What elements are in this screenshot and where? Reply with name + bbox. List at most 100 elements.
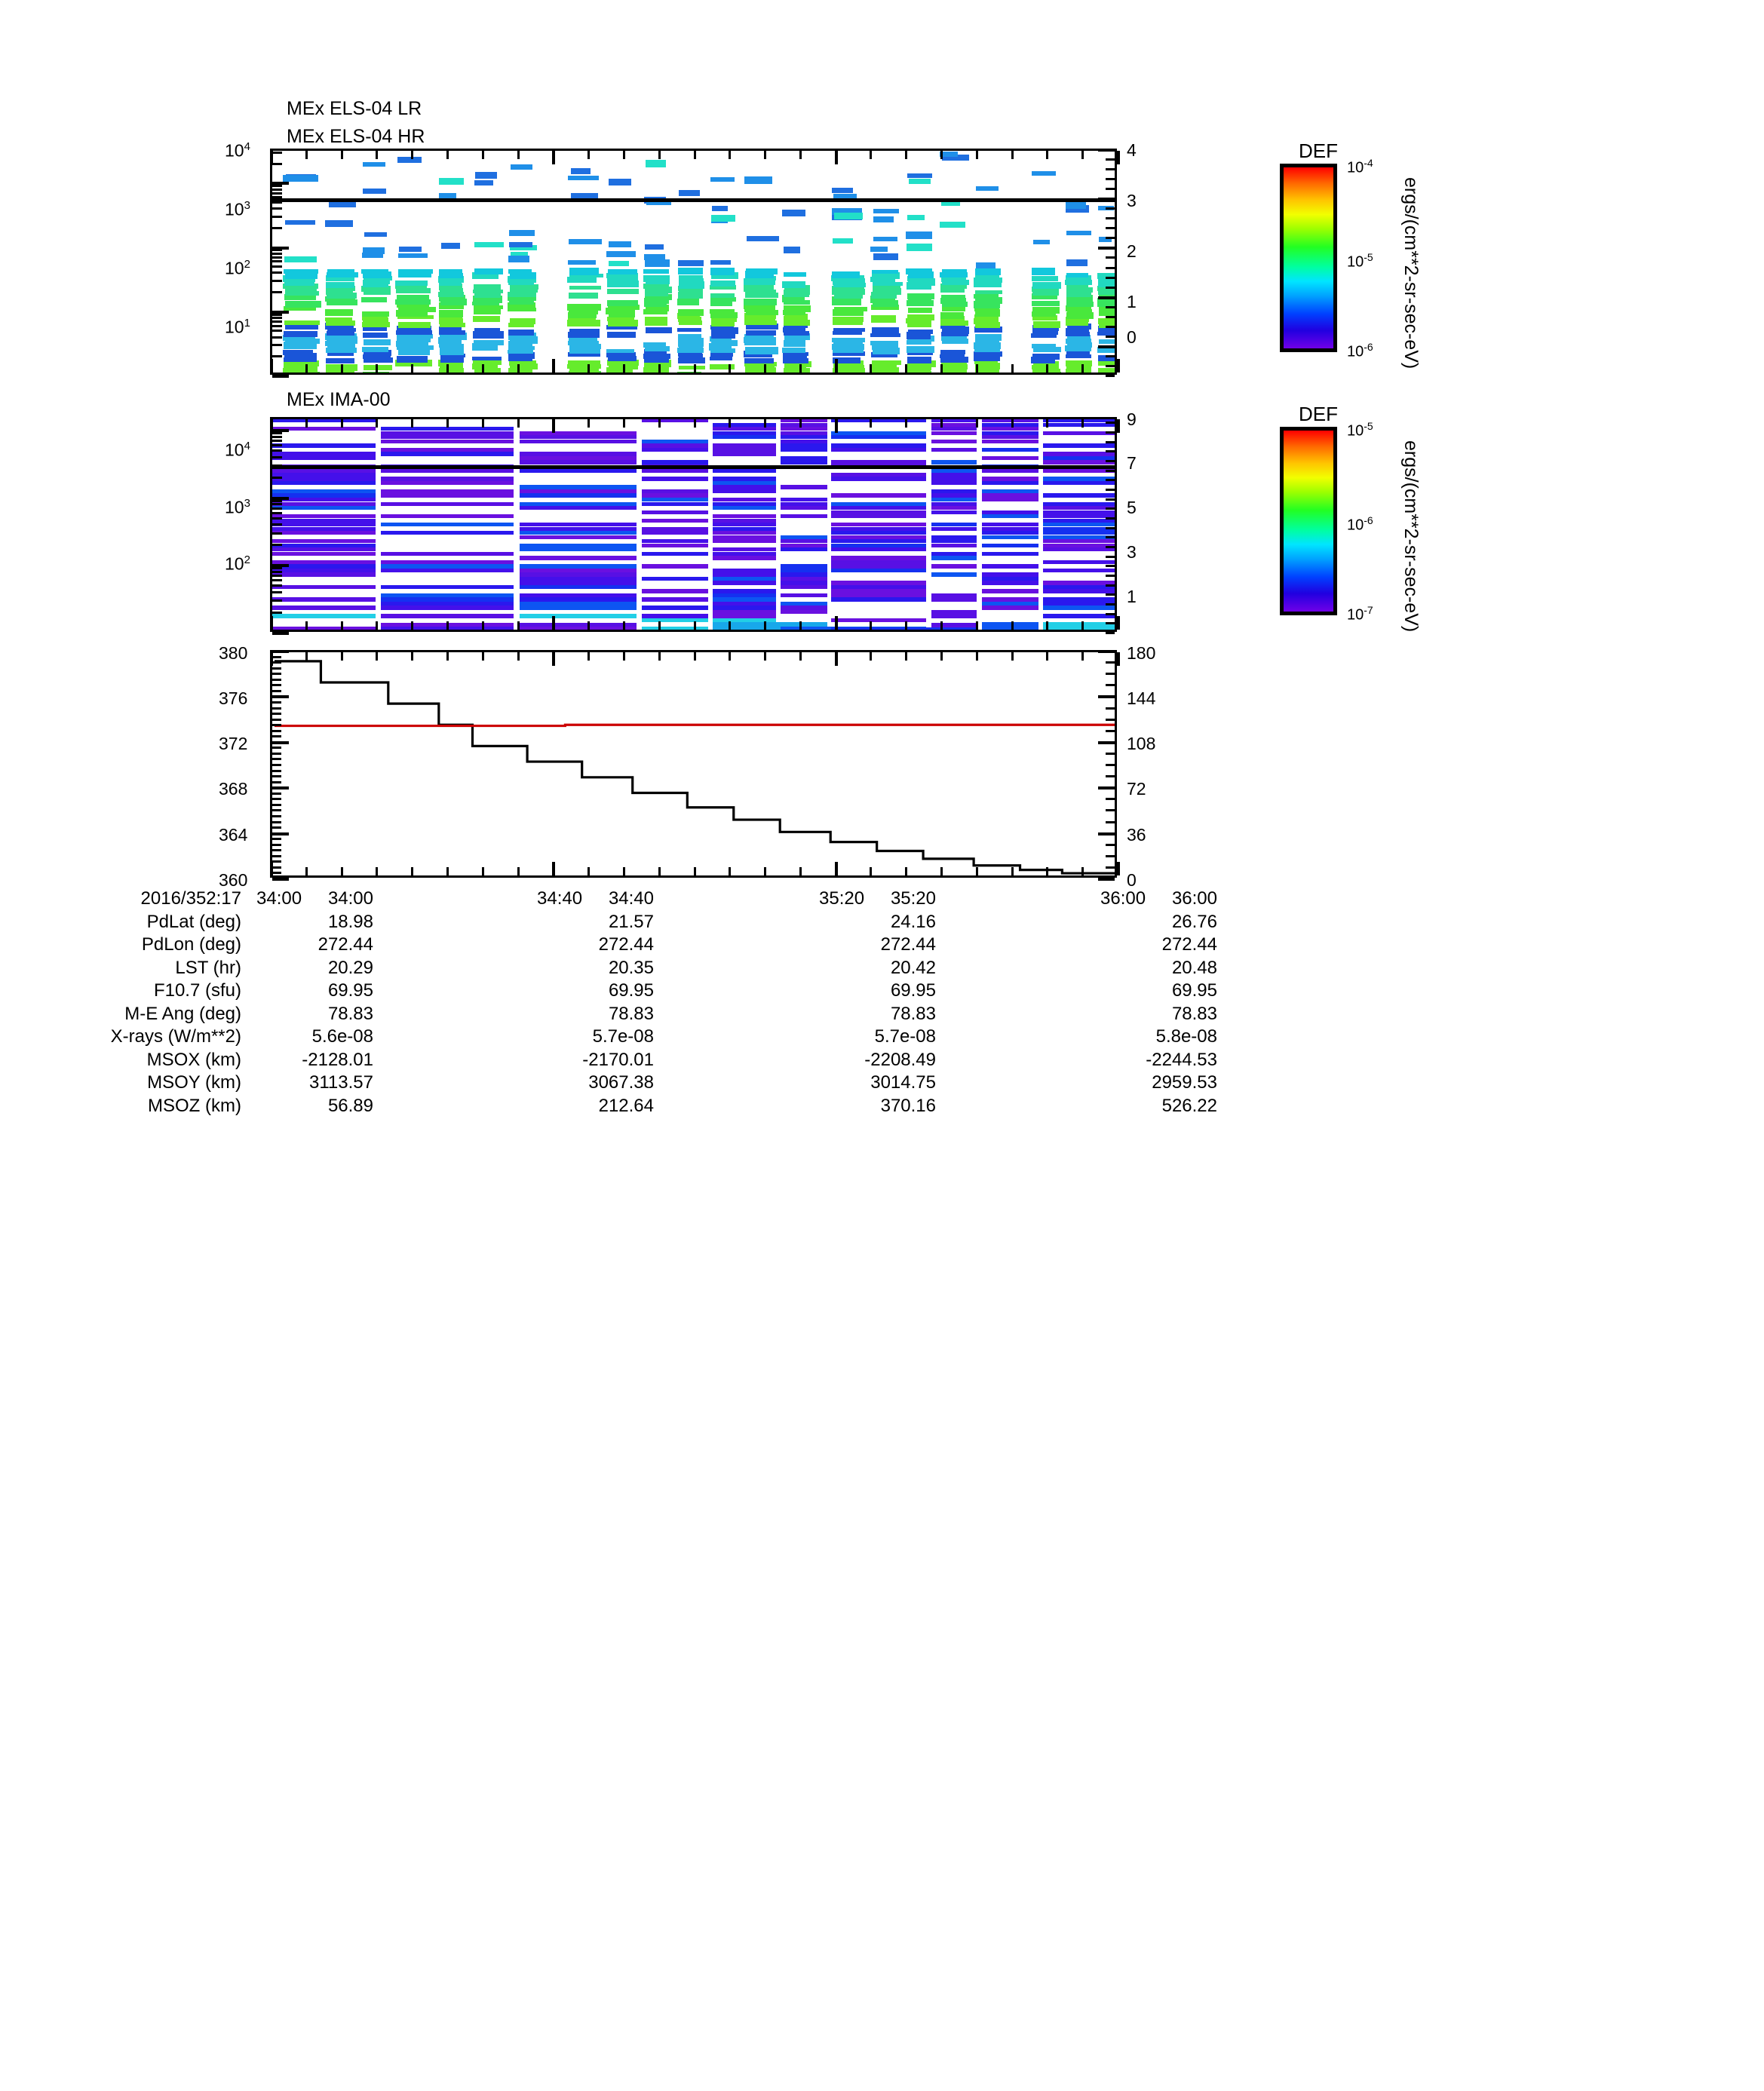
panel-ima-plot[interactable] (270, 417, 1117, 632)
ima-spectro-cell (831, 523, 926, 527)
els-spectro-cell (1098, 318, 1115, 324)
els-spectro-cell (710, 300, 733, 307)
els-spectro-cell (508, 357, 532, 362)
els-spectro-cell (976, 262, 996, 269)
els-spectro-cell (473, 305, 504, 310)
ima-spectro-cell (272, 427, 376, 431)
els-spectro-cell (940, 354, 965, 358)
els-spectro-cell (744, 342, 777, 346)
p1-xtick-bot (729, 364, 731, 373)
els-spectro-cell (474, 372, 501, 373)
els-spectro-cell (744, 305, 776, 312)
els-spectro-cell (1032, 329, 1059, 335)
p3-ytick (272, 758, 281, 760)
els-spectro-cell (1098, 326, 1115, 333)
ima-spectro-cell (931, 564, 977, 569)
ima-spectro-cell (931, 631, 977, 632)
p2-yrtick (1106, 575, 1115, 577)
table-cell: 34:40 (608, 888, 654, 909)
els-spectro-cell (711, 372, 734, 373)
p1-xtick-bot (517, 364, 520, 373)
p2-xtick-top (940, 419, 943, 428)
els-spectro-cell (679, 289, 703, 295)
els-spectro-cell (568, 308, 599, 315)
els-spectro-cell (710, 319, 735, 327)
ima-spectro-cell (712, 422, 777, 427)
ima-spectro-cell (780, 427, 827, 431)
p3-xtick-bot (341, 867, 343, 875)
ima-spectro-cell (780, 455, 827, 461)
p2-xtick-bot (1011, 621, 1014, 630)
p1-yrtick (1106, 256, 1115, 259)
ima-spectro-cell (780, 609, 827, 615)
ima-spectro-cell (272, 523, 376, 527)
els-spectro-cell (606, 366, 634, 373)
els-spectro-cell (832, 320, 864, 325)
ima-spectro-cell (931, 551, 977, 556)
ima-spectro-cell (272, 564, 376, 569)
els-spectro-cell (1066, 302, 1094, 308)
els-spectro-cell (711, 331, 736, 339)
p3-xtick-top (976, 652, 978, 661)
els-spectro-cell (832, 238, 853, 244)
ima-spectro-cell (931, 431, 977, 435)
els-spectro-cell (833, 364, 864, 370)
ima-spectro-cell (712, 523, 777, 527)
els-spectro-cell (974, 317, 999, 325)
ima-spectro-cell (831, 531, 926, 535)
els-spectro-cell (474, 180, 494, 185)
p2-ytick-right-1: 1 (1127, 587, 1137, 606)
p1-xtick-top (517, 151, 520, 159)
els-spectro-cell (783, 339, 806, 348)
ima-spectro-cell (519, 543, 637, 547)
ima-spectro-cell (272, 539, 376, 544)
els-spectro-cell (1097, 272, 1115, 280)
els-spectro-cell (474, 172, 498, 179)
els-spectro-cell (974, 347, 1000, 353)
p2-ytick (272, 544, 282, 546)
ima-spectro-cell (712, 485, 777, 489)
els-spectro-cell (643, 268, 670, 274)
p1-ytick-right-3: 3 (1127, 191, 1137, 210)
els-spectro-cell (744, 302, 776, 309)
els-spectro-cell (941, 155, 970, 161)
panel-els-plot[interactable] (270, 149, 1117, 375)
ima-spectro-cell (519, 606, 637, 610)
els-spectro-cell (710, 259, 732, 265)
els-spectro-cell (783, 316, 808, 323)
p3-ytick (272, 764, 281, 766)
table-cell: 370.16 (880, 1095, 936, 1116)
els-spectro-cell (710, 339, 738, 346)
ima-spectro-cell (780, 460, 827, 464)
ima-spectro-cell (641, 564, 709, 569)
panel-alt-plot[interactable] (270, 650, 1117, 878)
p2-yrtick (1106, 450, 1115, 452)
els-spectro-cell (571, 168, 591, 175)
ima-spectro-cell (380, 477, 514, 481)
p1-ytick (272, 271, 282, 274)
table-row-label: 2016/352:17 (140, 888, 241, 909)
table-row-label: PdLon (deg) (141, 934, 241, 955)
ima-spectro-cell (272, 531, 376, 535)
table-cell: 2959.53 (1152, 1072, 1217, 1093)
ima-spectro-cell (931, 489, 977, 494)
ima-spectro-cell (1042, 535, 1115, 539)
p2-xtick-top (764, 419, 766, 428)
els-spectro-cell (744, 293, 779, 298)
els-spectro-cell (362, 271, 391, 279)
els-spectro-cell (361, 253, 384, 258)
els-spectro-cell (607, 319, 639, 327)
ima-spectro-cell (712, 447, 777, 452)
els-spectro-cell (363, 317, 388, 325)
p1-xtick-bot (482, 364, 484, 373)
els-spectro-cell (643, 302, 667, 307)
ima-spectro-cell (1042, 543, 1115, 547)
p2-xtick-top (552, 419, 555, 433)
p3-xtick-bot (905, 867, 907, 875)
p2-yrtick (1106, 489, 1115, 491)
els-spectro-cell (974, 314, 999, 320)
p3-ytick (272, 878, 289, 881)
els-spectro-cell (438, 292, 465, 297)
p3-yrtick (1098, 786, 1115, 789)
ima-spectro-cell (272, 455, 376, 461)
